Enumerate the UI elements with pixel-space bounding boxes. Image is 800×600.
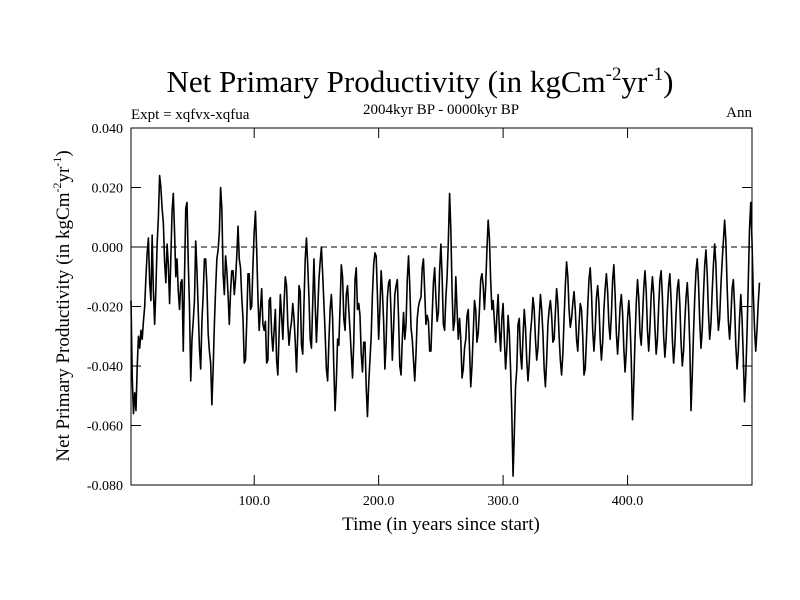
chart-title-exponent-2: -1 [647,64,663,85]
chart-title-main: Net Primary Productivity (in kgCm [167,64,606,99]
x-tick-label: 100.0 [238,494,270,509]
y-tick-label: 0.020 [92,182,124,197]
y-axis-label-exponent-2: -1 [50,157,64,167]
subtitle-experiment: Expt = xqfvx-xqfua [131,107,250,123]
y-axis-label-mid: yr [53,166,74,183]
subtitle-period: 2004kyr BP - 0000kyr BP [363,102,519,118]
y-tick-label: -0.080 [87,479,123,494]
y-axis-label: Net Primary Productivity (in kgCm-2yr-1) [50,150,74,461]
chart-title-mid: yr [621,64,648,99]
subtitle-season: Ann [726,105,752,121]
y-tick-label: 0.040 [92,122,124,137]
y-axis-ticks: -0.080 -0.060 -0.040 -0.020 0.000 0.020 0.040 [87,122,752,494]
y-axis-label-close: ) [53,150,74,156]
chart-title-exponent-1: -2 [606,64,622,85]
x-tick-label: 200.0 [363,494,395,509]
chart-title-close: ) [663,64,673,99]
y-axis-label-main: Net Primary Productivity (in kgCm [53,192,74,461]
npp-series-line [130,174,761,477]
y-tick-label: 0.000 [92,241,124,256]
chart-title: Net Primary Productivity (in kgCm-2yr-1) [167,64,674,99]
y-tick-label: -0.060 [87,420,123,435]
x-axis-ticks: 100.0 200.0 300.0 400.0 [238,128,643,509]
y-axis-label-exponent-1: -2 [50,183,64,193]
y-tick-label: -0.020 [87,301,123,316]
x-tick-label: 400.0 [612,494,644,509]
x-axis-label: Time (in years since start) [342,514,540,535]
y-tick-label: -0.040 [87,360,123,375]
x-tick-label: 300.0 [487,494,519,509]
